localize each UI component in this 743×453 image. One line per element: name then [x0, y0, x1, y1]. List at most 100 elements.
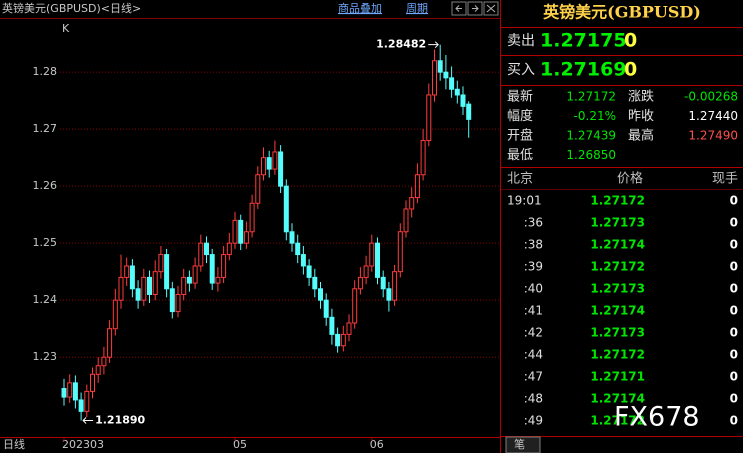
tick-price: 1.27171 [590, 370, 645, 384]
button-icons [455, 4, 496, 13]
candle-body [278, 151, 284, 187]
candle-body [101, 356, 107, 367]
tick-price: 1.27174 [590, 392, 645, 406]
candle-body [397, 231, 403, 273]
tick-time: :49 [524, 414, 543, 428]
period-button[interactable]: 周期 [406, 2, 428, 15]
candle-body [403, 208, 409, 233]
tick-time: :40 [524, 282, 543, 296]
candle-body [164, 254, 170, 290]
candle-body [340, 333, 346, 347]
tick-price: 1.27173 [590, 216, 645, 230]
tick-price: 1.27172 [590, 260, 645, 274]
quote-value: 1.27490 [688, 129, 738, 143]
candle-body [426, 94, 432, 142]
candle-body [369, 242, 375, 267]
buy-volume: 0 [624, 59, 637, 81]
max-arrow [428, 41, 439, 49]
candle-body [386, 288, 392, 301]
overlay-button[interactable]: 商品叠加 [338, 1, 382, 15]
y-tick-label: 1.27 [33, 122, 58, 135]
sell-price: 1.27175 [540, 30, 627, 52]
prev-button[interactable] [451, 1, 467, 16]
quote-label: 最高 [628, 128, 654, 144]
ticks-header: 价格 [617, 171, 643, 187]
tick-price: 1.27172 [590, 414, 645, 428]
candle-body [272, 151, 278, 170]
candle-body [158, 254, 164, 273]
candle-body [409, 197, 415, 210]
candle-body [152, 271, 158, 295]
next-button[interactable] [467, 1, 483, 16]
candle-body [72, 382, 78, 401]
candle-body [454, 88, 460, 96]
candle-body [107, 328, 113, 358]
min-label: 1.21890 [95, 413, 145, 426]
panel-title: 英镑美元(GBPUSD) [542, 3, 701, 22]
candle-body [432, 60, 437, 96]
candle-body [118, 276, 124, 301]
candle-body [329, 316, 335, 335]
x-tick-label: 05 [233, 438, 247, 451]
buy-price: 1.27169 [540, 59, 627, 81]
y-tick-label: 1.26 [33, 179, 58, 192]
chart-label: K [62, 22, 70, 35]
watermark: FX678 [614, 402, 700, 433]
candle-body [352, 288, 358, 324]
candle-body [181, 276, 187, 295]
tick-price: 1.27173 [590, 326, 645, 340]
candle-body [112, 299, 118, 330]
tick-time: :41 [524, 304, 543, 318]
candle-body [335, 333, 341, 347]
nav-buttons [451, 1, 499, 16]
tick-volume: 0 [730, 392, 738, 406]
tick-volume: 0 [730, 282, 738, 296]
tab[interactable] [505, 436, 541, 453]
candle-body [238, 219, 244, 244]
tick-time: :44 [524, 348, 543, 362]
candle-body [84, 390, 90, 412]
candle-body [392, 271, 398, 301]
candle-body [249, 202, 255, 233]
y-tick-label: 1.28 [33, 65, 58, 78]
tick-time: :47 [524, 370, 543, 384]
y-tick-label: 1.24 [33, 293, 58, 306]
candle-body [226, 242, 232, 256]
tick-volume: 0 [730, 216, 738, 230]
candle-body [124, 265, 130, 278]
quote-label: 涨跌 [628, 89, 654, 105]
candle-body [466, 103, 472, 120]
candle-body [420, 140, 426, 176]
candle-body [175, 293, 181, 313]
tick-price: 1.27174 [590, 238, 645, 252]
candle-body [306, 265, 312, 278]
candle-body [61, 388, 67, 398]
quote-label: 最低 [507, 148, 533, 163]
tab-label: 笔 [514, 437, 525, 451]
y-tick-label: 1.23 [33, 350, 58, 363]
tick-volume: 0 [730, 194, 738, 208]
candle-body [255, 174, 261, 204]
candle-body [300, 254, 306, 267]
quote-label: 最新 [507, 89, 533, 105]
tick-volume: 0 [730, 414, 738, 428]
candle-body [204, 242, 209, 256]
candle-body [135, 288, 141, 301]
tick-time: :38 [524, 238, 543, 252]
tick-time: 19:01 [507, 194, 542, 208]
candle-body [312, 276, 318, 290]
candle-body [67, 382, 73, 398]
tick-volume: 0 [730, 304, 738, 318]
quote-label: 幅度 [507, 108, 533, 124]
quote-value: 1.27172 [566, 90, 616, 104]
candle-body [261, 157, 266, 176]
tick-price: 1.27172 [590, 194, 645, 208]
reset-button[interactable] [483, 1, 499, 16]
tick-volume: 0 [730, 348, 738, 362]
candle-body [78, 399, 84, 412]
candle-body [198, 242, 204, 267]
tick-volume: 0 [730, 260, 738, 274]
